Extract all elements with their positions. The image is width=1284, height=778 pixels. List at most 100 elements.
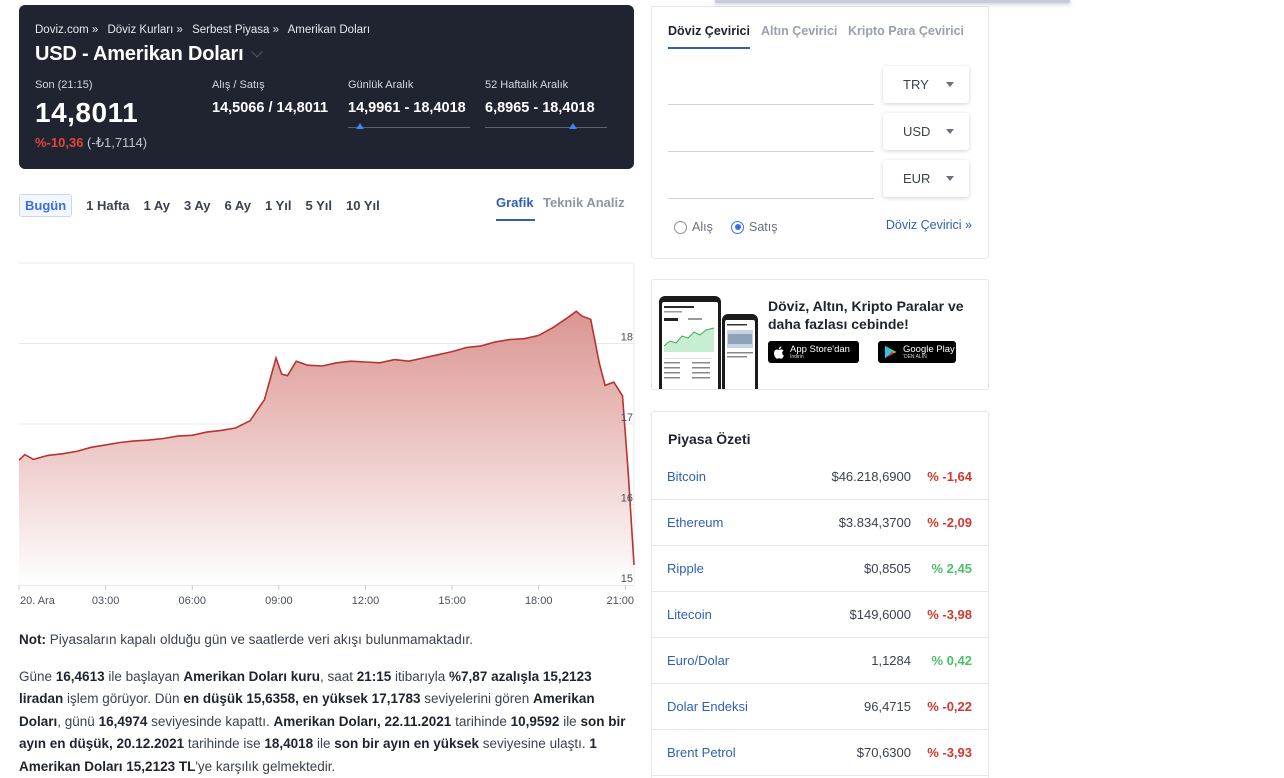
period-1-week[interactable]: 1 Hafta [86,198,130,213]
tab-gold-converter[interactable]: Altın Çevirici [761,24,838,38]
app-store-button[interactable]: App Store'dan İndirin [768,341,859,363]
description-text: tarihinde [451,713,511,729]
period-6-months[interactable]: 6 Ay [224,198,252,213]
market-row[interactable]: Bitcoin $46.218,6900 % -1,64 [652,454,988,500]
market-price: $70,6300 [856,745,911,760]
market-name[interactable]: Brent Petrol [667,745,736,760]
x-tick-label: 06:00 [178,595,206,607]
market-name[interactable]: Litecoin [667,607,712,622]
amount-input-usd[interactable] [668,114,874,152]
breadcrumb-home[interactable]: Doviz.com » [35,24,99,36]
google-play-button[interactable]: Google Play 'DEN ALIN [878,341,956,363]
market-row[interactable]: Euro/Dolar 1,1284 % 0,42 [652,638,988,684]
description-text: ile [559,713,581,729]
weekly-range-label: 52 Haftalık Aralık [485,79,569,91]
chevron-down-icon [251,46,264,58]
description-highlight: 16,4613 [55,669,105,684]
price-change: %-10,36 (-₺1,7114) [35,135,147,151]
breadcrumb-current[interactable]: Amerikan Doları [287,24,371,36]
market-change: % -2,09 [927,515,972,530]
description-text: 'ye karşılık gelmektedir. [195,758,336,774]
radio-buy[interactable]: Alış [674,220,713,234]
currency-select-try[interactable]: TRY [883,66,969,103]
market-change: % -3,98 [927,607,972,622]
converter-link[interactable]: Döviz Çevirici » [885,218,972,232]
period-5-years[interactable]: 5 Yıl [305,198,333,213]
market-price: 96,4715 [864,699,911,714]
page-title: USD - Amerikan Doları [35,43,244,65]
period-10-years[interactable]: 10 Yıl [346,198,380,213]
amount-input-eur[interactable] [668,161,874,199]
radio-buy-label: Alış [692,220,713,234]
market-price: 1,1284 [871,653,911,668]
chart-price-line [18,310,635,565]
breadcrumb-rates[interactable]: Döviz Kurları » [107,24,183,36]
description-highlight: 18,4018 [264,736,314,752]
market-name[interactable]: Dolar Endeksi [667,699,748,714]
x-tick-label: 15:00 [438,595,466,607]
market-name[interactable]: Ethereum [667,515,724,530]
tab-chart[interactable]: Grafik [496,195,534,210]
description-highlight: 10,9592 [510,713,560,729]
period-3-months[interactable]: 3 Ay [184,198,211,213]
breadcrumb-free-market[interactable]: Serbest Piyasa » [192,24,280,36]
description-highlight: Amerikan Doları kuru [183,669,320,684]
period-1-year[interactable]: 1 Yıl [265,198,292,213]
change-percent: %-10,36 [35,135,84,150]
description-text: , günü [57,713,99,729]
period-today[interactable]: Bugün [19,194,73,217]
description-highlight: 21:15 [356,669,392,684]
notice-text: Piyasaların kapalı olduğu gün ve saatler… [46,632,473,647]
description-text: seviyesinde kapattı. [147,713,274,729]
price-chart[interactable]: 15 16 17 18 20. Ara 03:00 06:00 09:00 12:00 15:0… [0,255,640,615]
x-tick-label: 21:00 [606,595,634,607]
apple-icon [774,346,784,359]
description-text: ile [313,736,335,752]
change-absolute: (-₺1,7114) [87,135,148,150]
market-row[interactable]: Dolar Endeksi 96,4715 % -0,22 [652,684,988,730]
googleplay-label: Google Play [903,343,955,355]
daily-range-marker [356,123,364,129]
x-axis-ticks: 20. Ara 03:00 06:00 09:00 12:00 15:00 18:00 21:… [18,585,634,607]
description-highlight: Amerikan Doları, 22.11.2021 [273,713,452,729]
currency-code: USD [903,124,931,139]
radio-button[interactable] [674,220,687,234]
breadcrumb: Doviz.com » Döviz Kurları » Serbest Piya… [35,24,376,36]
market-summary-title: Piyasa Özeti [668,431,751,447]
description-text: , saat [319,669,357,684]
bid-ask-label: Alış / Satış [212,79,265,91]
phone-mockup-icon [659,296,758,389]
market-price: $46.218,6900 [831,469,911,484]
caret-down-icon [946,82,954,87]
daily-range-bar [348,127,470,128]
currency-select-eur[interactable]: EUR [883,160,969,197]
currency-select-usd[interactable]: USD [883,113,969,150]
tab-currency-converter[interactable]: Döviz Çevirici [668,24,750,38]
market-row[interactable]: Ethereum $3.834,3700 % -2,09 [652,500,988,546]
market-price: $3.834,3700 [838,515,911,530]
market-row[interactable]: Brent Petrol $70,6300 % -3,93 [652,730,988,776]
tab-crypto-converter[interactable]: Kripto Para Çevirici [848,24,965,38]
market-name[interactable]: Ripple [667,561,704,576]
chart-area-fill [19,311,634,585]
market-name[interactable]: Euro/Dolar [667,653,730,668]
description-text: Güne [19,669,56,684]
description-text: seviyelerini gören [420,691,534,707]
app-promo-text: Döviz, Altın, Kripto Paralar ve daha faz… [768,298,964,332]
y-tick-label: 16 [621,493,633,505]
currency-title-dropdown[interactable]: USD - Amerikan Doları [35,43,264,66]
last-price: 14,8011 [35,97,139,128]
period-1-month[interactable]: 1 Ay [143,198,171,213]
market-row[interactable]: Litecoin $149,6000 % -3,98 [652,592,988,638]
market-row[interactable]: Ripple $0,8505 % 2,45 [652,546,988,592]
description-text: ile başlayan [104,669,184,684]
x-tick-label: 09:00 [265,595,293,607]
tab-technical-analysis[interactable]: Teknik Analiz [543,195,625,210]
caret-down-icon [946,176,954,181]
radio-button-selected[interactable] [731,220,744,234]
radio-sell[interactable]: Satış [731,220,778,234]
description-highlight: Amerikan Doları [19,691,595,729]
amount-input-try[interactable] [668,67,874,105]
x-tick-label: 12:00 [352,595,380,607]
market-name[interactable]: Bitcoin [667,469,707,484]
